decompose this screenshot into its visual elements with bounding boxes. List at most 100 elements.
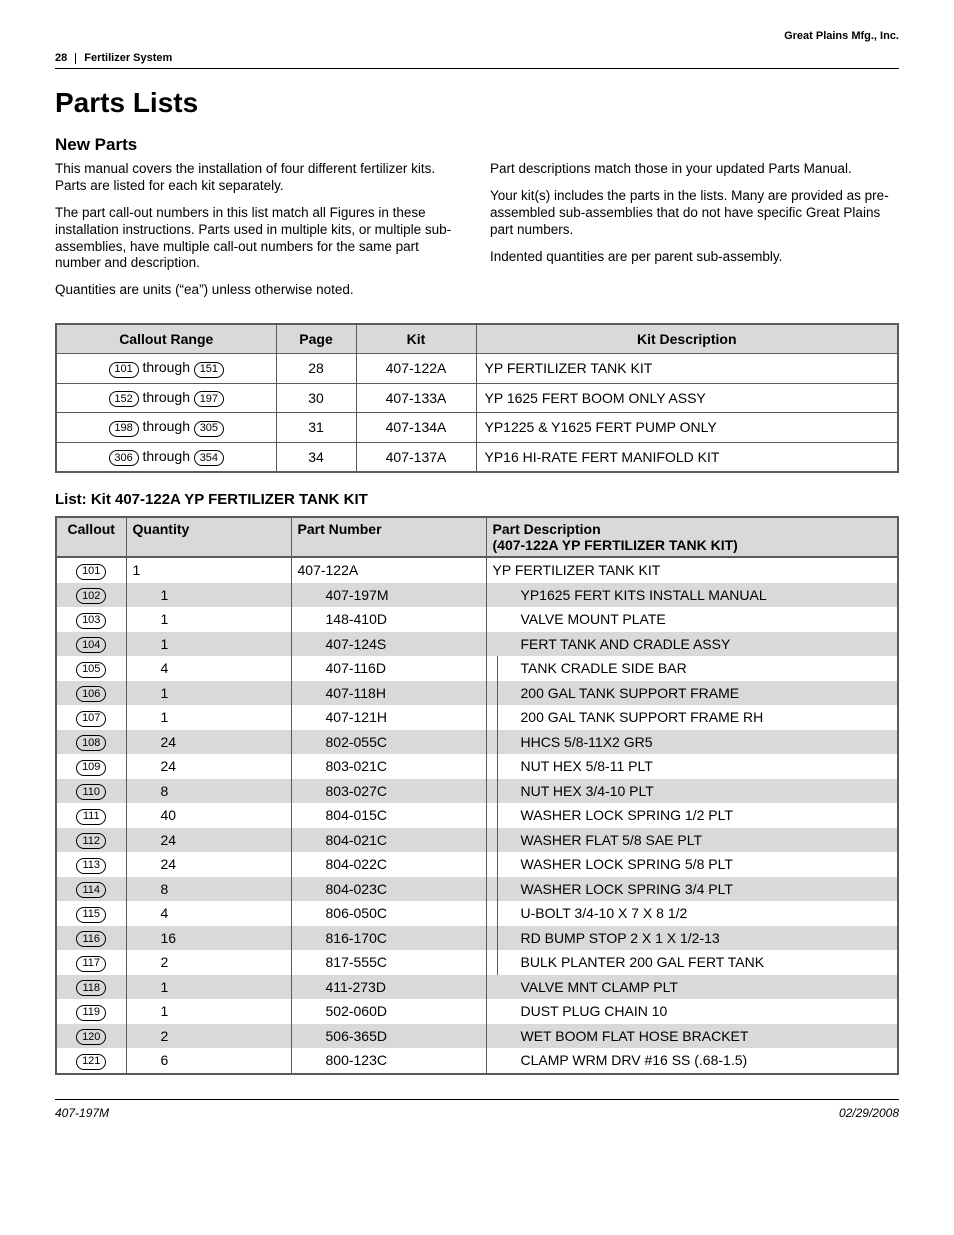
table-row: 1061407-118H200 GAL TANK SUPPORT FRAME [56, 681, 898, 706]
cell-callout: 106 [56, 681, 126, 706]
cell-part-description: WASHER FLAT 5/8 SAE PLT [486, 828, 898, 853]
callout-pill: 113 [76, 858, 106, 874]
footer-doc-number: 407-197M [55, 1106, 109, 1120]
table-row: 11224804-021CWASHER FLAT 5/8 SAE PLT [56, 828, 898, 853]
cell-quantity: 1 [126, 999, 291, 1024]
callout-pill: 105 [76, 662, 106, 678]
cell-part-description: 200 GAL TANK SUPPORT FRAME RH [486, 705, 898, 730]
cell-part-number: 407-116D [291, 656, 486, 681]
intro-col-left: This manual covers the installation of f… [55, 161, 464, 309]
cell-callout-range: 101 through 151 [56, 354, 276, 384]
header-rule [55, 68, 899, 69]
callout-pill: 305 [194, 421, 224, 437]
table-row: 1021407-197MYP1625 FERT KITS INSTALL MAN… [56, 583, 898, 608]
callout-pill: 101 [76, 564, 106, 580]
cell-quantity: 6 [126, 1048, 291, 1074]
cell-callout: 119 [56, 999, 126, 1024]
cell-part-description: 200 GAL TANK SUPPORT FRAME [486, 681, 898, 706]
table-row: 101 through 15128407-122AYP FERTILIZER T… [56, 354, 898, 384]
cell-quantity: 1 [126, 975, 291, 1000]
cell-part-number: 804-015C [291, 803, 486, 828]
table-row: 1054407-116DTANK CRADLE SIDE BAR [56, 656, 898, 681]
table-row: 1071407-121H200 GAL TANK SUPPORT FRAME R… [56, 705, 898, 730]
callout-pill: 151 [194, 362, 224, 378]
cell-kit: 407-122A [356, 354, 476, 384]
table-row: 1202506-365DWET BOOM FLAT HOSE BRACKET [56, 1024, 898, 1049]
callout-pill: 354 [194, 450, 224, 466]
cell-callout: 121 [56, 1048, 126, 1074]
cell-part-description: BULK PLANTER 200 GAL FERT TANK [486, 950, 898, 975]
through-label: through [139, 359, 194, 375]
table-row: 10824802-055CHHCS 5/8-11X2 GR5 [56, 730, 898, 755]
cell-part-description: HHCS 5/8-11X2 GR5 [486, 730, 898, 755]
table-row: 1031148-410DVALVE MOUNT PLATE [56, 607, 898, 632]
callout-pill: 104 [76, 637, 106, 653]
cell-part-description: DUST PLUG CHAIN 10 [486, 999, 898, 1024]
cell-page: 28 [276, 354, 356, 384]
cell-quantity: 16 [126, 926, 291, 951]
cell-quantity: 4 [126, 901, 291, 926]
cell-quantity: 1 [126, 705, 291, 730]
table-row: 1216800-123CCLAMP WRM DRV #16 SS (.68-1.… [56, 1048, 898, 1074]
header-left: 28Fertilizer System [55, 52, 899, 64]
cell-part-description: RD BUMP STOP 2 X 1 X 1/2-13 [486, 926, 898, 951]
cell-quantity: 40 [126, 803, 291, 828]
th-kit-description: Kit Description [476, 324, 898, 354]
cell-kit: 407-134A [356, 413, 476, 443]
intro-columns: This manual covers the installation of f… [55, 161, 899, 309]
callout-pill: 101 [109, 362, 139, 378]
table-row: 1041407-124SFERT TANK AND CRADLE ASSY [56, 632, 898, 657]
cell-part-number: 804-021C [291, 828, 486, 853]
table-row: 1181411-273DVALVE MNT CLAMP PLT [56, 975, 898, 1000]
cell-part-number: 803-027C [291, 779, 486, 804]
cell-callout: 108 [56, 730, 126, 755]
table-row: 152 through 19730407-133AYP 1625 FERT BO… [56, 383, 898, 413]
header-divider [75, 53, 76, 64]
cell-part-description: TANK CRADLE SIDE BAR [486, 656, 898, 681]
cell-part-description: NUT HEX 5/8-11 PLT [486, 754, 898, 779]
callout-pill: 198 [109, 421, 139, 437]
intro-paragraph: Indented quantities are per parent sub-a… [490, 249, 899, 266]
intro-paragraph: Your kit(s) includes the parts in the li… [490, 188, 899, 239]
cell-callout: 101 [56, 557, 126, 583]
th-quantity: Quantity [126, 517, 291, 557]
cell-callout: 115 [56, 901, 126, 926]
cell-part-number: 803-021C [291, 754, 486, 779]
cell-callout: 110 [56, 779, 126, 804]
cell-kit-description: YP 1625 FERT BOOM ONLY ASSY [476, 383, 898, 413]
callout-pill: 119 [76, 1005, 106, 1021]
cell-kit-description: YP16 HI-RATE FERT MANIFOLD KIT [476, 442, 898, 472]
table-header-row: Callout Quantity Part Number Part Descri… [56, 517, 898, 557]
cell-callout: 102 [56, 583, 126, 608]
callout-pill: 107 [76, 711, 106, 727]
through-label: through [139, 389, 194, 405]
cell-callout-range: 152 through 197 [56, 383, 276, 413]
cell-part-number: 816-170C [291, 926, 486, 951]
callout-pill: 118 [76, 980, 106, 996]
table-row: 1011407-122AYP FERTILIZER TANK KIT [56, 557, 898, 583]
callout-pill: 306 [109, 450, 139, 466]
cell-quantity: 1 [126, 583, 291, 608]
callout-pill: 106 [76, 686, 106, 702]
intro-paragraph: This manual covers the installation of f… [55, 161, 464, 195]
cell-page: 31 [276, 413, 356, 443]
table-row: 198 through 30531407-134AYP1225 & Y1625 … [56, 413, 898, 443]
th-callout: Callout [56, 517, 126, 557]
cell-callout: 112 [56, 828, 126, 853]
callout-pill: 108 [76, 735, 106, 751]
table-row: 1148804-023CWASHER LOCK SPRING 3/4 PLT [56, 877, 898, 902]
th-desc-line2: (407-122A YP FERTILIZER TANK KIT) [493, 537, 738, 553]
cell-part-number: 407-124S [291, 632, 486, 657]
table-header-row: Callout Range Page Kit Kit Description [56, 324, 898, 354]
cell-part-description: YP1625 FERT KITS INSTALL MANUAL [486, 583, 898, 608]
cell-kit: 407-133A [356, 383, 476, 413]
cell-page: 34 [276, 442, 356, 472]
cell-callout-range: 306 through 354 [56, 442, 276, 472]
cell-part-description: WASHER LOCK SPRING 5/8 PLT [486, 852, 898, 877]
cell-callout: 117 [56, 950, 126, 975]
page-title: Parts Lists [55, 87, 899, 119]
intro-col-right: Part descriptions match those in your up… [490, 161, 899, 309]
cell-quantity: 24 [126, 828, 291, 853]
cell-part-description: VALVE MOUNT PLATE [486, 607, 898, 632]
table-row: 1108803-027CNUT HEX 3/4-10 PLT [56, 779, 898, 804]
